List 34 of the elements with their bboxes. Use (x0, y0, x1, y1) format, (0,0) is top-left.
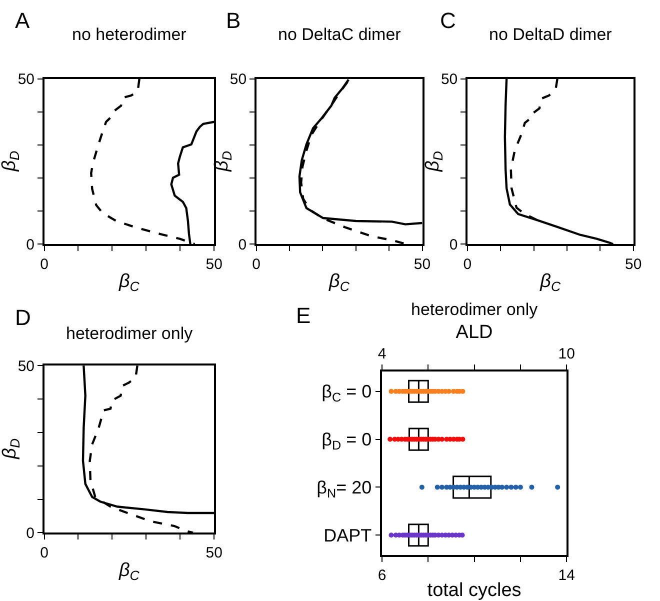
x-axis-title: total cycles (427, 580, 522, 601)
y-tick-label: 0 (26, 236, 35, 254)
text: A (15, 8, 30, 33)
y-tick-label: 50 (18, 358, 35, 375)
x-axis-title: β$_{C}$ (118, 560, 140, 583)
x-tick-label: 50 (414, 256, 431, 273)
y-tick-label: β$_{D}$ = 0 (322, 430, 372, 452)
y-tick-label: 0 (26, 524, 35, 542)
x-tick-label: 6 (378, 566, 386, 584)
y-tick-label: 50 (18, 71, 35, 88)
chart-title: heterodimer only (411, 300, 538, 319)
x-tick-label: 0 (40, 256, 48, 273)
text: C (440, 8, 456, 33)
chart-title: no DeltaC dimer (278, 25, 402, 44)
x-tick-label: 50 (206, 256, 222, 273)
x2-axis-title: ALD (456, 322, 493, 344)
y-tick-label: β$_{C}$ = 0 (322, 382, 372, 404)
x-axis-title: β$_{C}$ (539, 271, 562, 294)
x-tick-label: 50 (625, 256, 642, 273)
x2-tick-label: 4 (378, 346, 386, 363)
chart-title: no heterodimer (72, 25, 187, 44)
chart-title: heterodimer only (66, 324, 194, 343)
x2-tick-label: 10 (558, 346, 575, 363)
text: B (226, 8, 241, 33)
text: E (296, 303, 311, 328)
x-axis-title: β$_{C}$ (328, 271, 350, 294)
chart-title: no DeltaD dimer (489, 25, 612, 44)
y-tick-label: β$_{N}$= 20 (316, 478, 372, 500)
x-axis-title: β$_{C}$ (118, 271, 140, 294)
x-tick-label: 0 (252, 256, 260, 273)
x-tick-label: 0 (463, 256, 472, 273)
y-tick-label: DAPT (324, 525, 372, 546)
x-tick-label: 14 (558, 566, 575, 584)
text: D (15, 305, 31, 330)
